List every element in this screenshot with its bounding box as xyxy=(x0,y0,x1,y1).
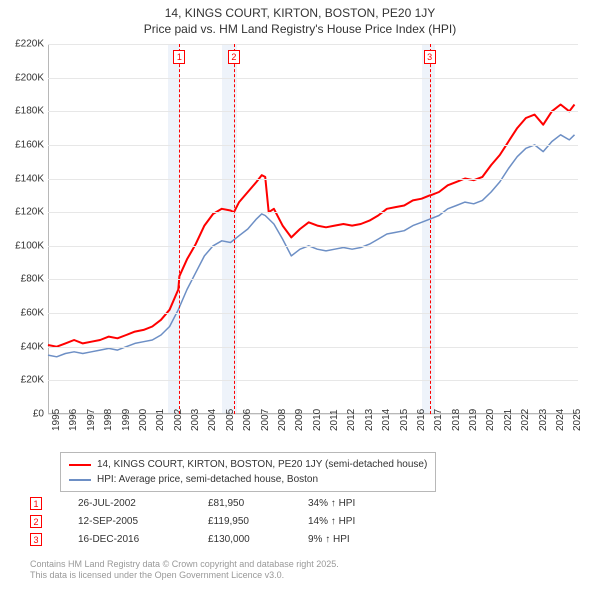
sale-price: £119,950 xyxy=(208,516,308,527)
chart-container: 14, KINGS COURT, KIRTON, BOSTON, PE20 1J… xyxy=(0,0,600,590)
x-tick-label: 2015 xyxy=(399,409,410,431)
y-tick-label: £120K xyxy=(0,207,44,218)
x-tick-label: 2020 xyxy=(485,409,496,431)
y-tick-label: £0 xyxy=(0,409,44,420)
x-tick-label: 1998 xyxy=(103,409,114,431)
series-property xyxy=(48,105,575,347)
x-tick-label: 2003 xyxy=(190,409,201,431)
y-tick-label: £60K xyxy=(0,308,44,319)
x-tick-label: 2011 xyxy=(329,409,340,431)
x-tick-label: 2019 xyxy=(468,409,479,431)
sale-delta: 14% ↑ HPI xyxy=(308,516,408,527)
footer-line-2: This data is licensed under the Open Gov… xyxy=(30,570,339,582)
marker-box: 3 xyxy=(424,50,436,64)
grid-line xyxy=(48,313,578,314)
marker-line xyxy=(430,44,431,414)
chart-area: £0£20K£40K£60K£80K£100K£120K£140K£160K£1… xyxy=(48,44,578,414)
x-tick-label: 2017 xyxy=(433,409,444,431)
y-tick-label: £180K xyxy=(0,106,44,117)
sales-row: 1 26-JUL-2002 £81,950 34% ↑ HPI xyxy=(30,494,408,512)
x-tick-label: 2006 xyxy=(242,409,253,431)
y-tick-label: £20K xyxy=(0,375,44,386)
sale-marker: 3 xyxy=(30,533,42,546)
x-tick-label: 2010 xyxy=(312,409,323,431)
x-tick-label: 2004 xyxy=(207,409,218,431)
x-tick-label: 2009 xyxy=(294,409,305,431)
marker-box: 2 xyxy=(228,50,240,64)
legend-item: HPI: Average price, semi-detached house,… xyxy=(69,472,427,487)
sale-marker: 2 xyxy=(30,515,42,528)
grid-line xyxy=(48,145,578,146)
legend-swatch xyxy=(69,479,91,481)
x-tick-label: 2018 xyxy=(451,409,462,431)
title-line-1: 14, KINGS COURT, KIRTON, BOSTON, PE20 1J… xyxy=(0,6,600,22)
x-tick-label: 2023 xyxy=(538,409,549,431)
x-tick-label: 2012 xyxy=(346,409,357,431)
x-tick-label: 1995 xyxy=(51,409,62,431)
x-tick-label: 2024 xyxy=(555,409,566,431)
y-tick-label: £140K xyxy=(0,173,44,184)
y-tick-label: £200K xyxy=(0,72,44,83)
y-tick-label: £80K xyxy=(0,274,44,285)
y-tick-label: £40K xyxy=(0,341,44,352)
legend-label: 14, KINGS COURT, KIRTON, BOSTON, PE20 1J… xyxy=(97,457,427,472)
y-tick-label: £220K xyxy=(0,39,44,50)
marker-box: 1 xyxy=(173,50,185,64)
sale-date: 16-DEC-2016 xyxy=(78,534,208,545)
grid-line xyxy=(48,44,578,45)
sales-row: 3 16-DEC-2016 £130,000 9% ↑ HPI xyxy=(30,530,408,548)
legend-label: HPI: Average price, semi-detached house,… xyxy=(97,472,318,487)
x-tick-label: 2002 xyxy=(173,409,184,431)
x-tick-label: 2025 xyxy=(572,409,583,431)
x-tick-label: 1996 xyxy=(68,409,79,431)
sale-price: £81,950 xyxy=(208,498,308,509)
legend: 14, KINGS COURT, KIRTON, BOSTON, PE20 1J… xyxy=(60,452,436,492)
sales-table: 1 26-JUL-2002 £81,950 34% ↑ HPI 2 12-SEP… xyxy=(30,494,408,548)
footer-line-1: Contains HM Land Registry data © Crown c… xyxy=(30,559,339,571)
chart-svg xyxy=(48,44,578,414)
legend-swatch xyxy=(69,464,91,466)
x-tick-label: 2007 xyxy=(260,409,271,431)
y-tick-label: £160K xyxy=(0,139,44,150)
marker-line xyxy=(179,44,180,414)
x-tick-label: 2021 xyxy=(503,409,514,431)
x-tick-label: 2001 xyxy=(155,409,166,431)
grid-line xyxy=(48,347,578,348)
marker-line xyxy=(234,44,235,414)
x-tick-label: 2014 xyxy=(381,409,392,431)
sale-delta: 9% ↑ HPI xyxy=(308,534,408,545)
grid-line xyxy=(48,179,578,180)
footer: Contains HM Land Registry data © Crown c… xyxy=(30,559,339,582)
x-tick-label: 1997 xyxy=(86,409,97,431)
x-tick-label: 2000 xyxy=(138,409,149,431)
grid-line xyxy=(48,212,578,213)
grid-line xyxy=(48,380,578,381)
x-tick-label: 2008 xyxy=(277,409,288,431)
title-block: 14, KINGS COURT, KIRTON, BOSTON, PE20 1J… xyxy=(0,0,600,37)
sale-date: 12-SEP-2005 xyxy=(78,516,208,527)
x-tick-label: 2022 xyxy=(520,409,531,431)
grid-line xyxy=(48,111,578,112)
sale-marker: 1 xyxy=(30,497,42,510)
sales-row: 2 12-SEP-2005 £119,950 14% ↑ HPI xyxy=(30,512,408,530)
y-tick-label: £100K xyxy=(0,240,44,251)
grid-line xyxy=(48,279,578,280)
title-line-2: Price paid vs. HM Land Registry's House … xyxy=(0,22,600,38)
x-tick-label: 2013 xyxy=(364,409,375,431)
x-tick-label: 1999 xyxy=(121,409,132,431)
legend-item: 14, KINGS COURT, KIRTON, BOSTON, PE20 1J… xyxy=(69,457,427,472)
x-tick-label: 2016 xyxy=(416,409,427,431)
grid-line xyxy=(48,78,578,79)
sale-date: 26-JUL-2002 xyxy=(78,498,208,509)
sale-price: £130,000 xyxy=(208,534,308,545)
sale-delta: 34% ↑ HPI xyxy=(308,498,408,509)
grid-line xyxy=(48,246,578,247)
